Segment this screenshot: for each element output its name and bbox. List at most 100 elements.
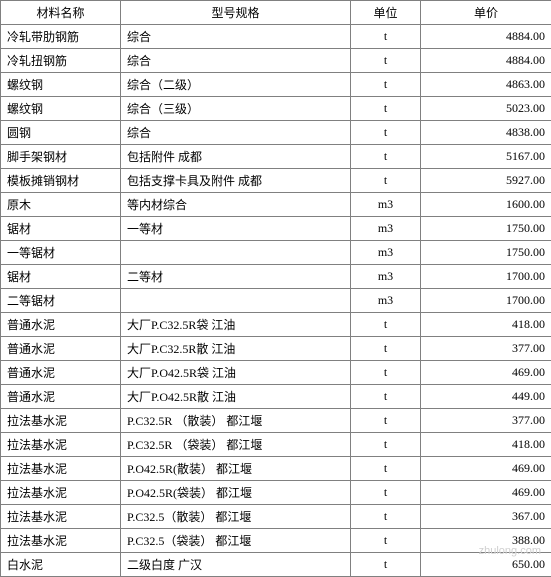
table-cell: 冷轧扭钢筋 — [1, 49, 121, 73]
table-cell: P.C32.5R （散装） 都江堰 — [121, 409, 351, 433]
table-cell: 二级白度 广汉 — [121, 553, 351, 577]
table-cell: 综合 — [121, 121, 351, 145]
table-cell: 等内材综合 — [121, 193, 351, 217]
table-cell: t — [351, 433, 421, 457]
table-row: 锯材二等材m31700.00 — [1, 265, 551, 289]
table-body: 冷轧带肋钢筋综合t4884.00冷轧扭钢筋综合t4884.00螺纹钢综合（二级）… — [1, 25, 551, 577]
table-cell: t — [351, 409, 421, 433]
table-row: 白水泥二级白度 广汉t650.00 — [1, 553, 551, 577]
table-cell: 普通水泥 — [1, 313, 121, 337]
table-header-row: 材料名称 型号规格 单位 单价 — [1, 1, 551, 25]
table-row: 冷轧带肋钢筋综合t4884.00 — [1, 25, 551, 49]
table-row: 拉法基水泥P.O42.5R(袋装） 都江堰t469.00 — [1, 481, 551, 505]
table-cell: t — [351, 145, 421, 169]
table-cell: P.O42.5R(袋装） 都江堰 — [121, 481, 351, 505]
table-cell: t — [351, 49, 421, 73]
table-cell — [121, 289, 351, 313]
table-cell: P.C32.5R （袋装） 都江堰 — [121, 433, 351, 457]
table-cell: 5023.00 — [421, 97, 551, 121]
table-cell: 圆钢 — [1, 121, 121, 145]
table-cell: 综合 — [121, 25, 351, 49]
table-cell: 锯材 — [1, 265, 121, 289]
table-cell: 大厂P.O42.5R散 江油 — [121, 385, 351, 409]
table-cell: t — [351, 97, 421, 121]
table-cell: 拉法基水泥 — [1, 457, 121, 481]
table-cell: 锯材 — [1, 217, 121, 241]
table-cell: 拉法基水泥 — [1, 409, 121, 433]
table-cell: t — [351, 553, 421, 577]
table-row: 模板摊销钢材包括支撑卡具及附件 成都t5927.00 — [1, 169, 551, 193]
table-cell: 388.00 — [421, 529, 551, 553]
table-cell: 1700.00 — [421, 265, 551, 289]
table-cell: 普通水泥 — [1, 361, 121, 385]
col-header-price: 单价 — [421, 1, 551, 25]
table-cell: 449.00 — [421, 385, 551, 409]
table-cell: 包括支撑卡具及附件 成都 — [121, 169, 351, 193]
table-cell: 4838.00 — [421, 121, 551, 145]
table-row: 普通水泥大厂P.C32.5R袋 江油t418.00 — [1, 313, 551, 337]
table-cell: 418.00 — [421, 313, 551, 337]
table-row: 螺纹钢综合（三级）t5023.00 — [1, 97, 551, 121]
table-cell: 大厂P.C32.5R袋 江油 — [121, 313, 351, 337]
table-cell: 418.00 — [421, 433, 551, 457]
table-cell: t — [351, 457, 421, 481]
table-cell: m3 — [351, 241, 421, 265]
table-row: 一等锯材m31750.00 — [1, 241, 551, 265]
table-row: 拉法基水泥P.C32.5R （袋装） 都江堰t418.00 — [1, 433, 551, 457]
table-cell: 650.00 — [421, 553, 551, 577]
table-cell: 二等材 — [121, 265, 351, 289]
table-cell: 469.00 — [421, 457, 551, 481]
table-cell: 4884.00 — [421, 49, 551, 73]
table-cell: 原木 — [1, 193, 121, 217]
table-cell: t — [351, 121, 421, 145]
table-cell: 5927.00 — [421, 169, 551, 193]
table-cell: 5167.00 — [421, 145, 551, 169]
table-cell: 包括附件 成都 — [121, 145, 351, 169]
col-header-name: 材料名称 — [1, 1, 121, 25]
table-cell: 大厂P.C32.5R散 江油 — [121, 337, 351, 361]
table-cell: 4884.00 — [421, 25, 551, 49]
table-cell: 469.00 — [421, 481, 551, 505]
table-cell: 普通水泥 — [1, 337, 121, 361]
table-cell: 脚手架钢材 — [1, 145, 121, 169]
table-row: 拉法基水泥P.O42.5R(散装） 都江堰t469.00 — [1, 457, 551, 481]
table-cell: 模板摊销钢材 — [1, 169, 121, 193]
table-cell: 377.00 — [421, 409, 551, 433]
table-cell: m3 — [351, 289, 421, 313]
table-cell: t — [351, 385, 421, 409]
table-row: 二等锯材m31700.00 — [1, 289, 551, 313]
table-row: 圆钢综合t4838.00 — [1, 121, 551, 145]
table-cell: t — [351, 529, 421, 553]
table-cell: 4863.00 — [421, 73, 551, 97]
table-cell: t — [351, 313, 421, 337]
table-row: 锯材一等材m31750.00 — [1, 217, 551, 241]
table-cell: 螺纹钢 — [1, 73, 121, 97]
table-cell: 二等锯材 — [1, 289, 121, 313]
table-cell: 1600.00 — [421, 193, 551, 217]
table-cell: t — [351, 169, 421, 193]
table-cell: 469.00 — [421, 361, 551, 385]
table-cell: 拉法基水泥 — [1, 529, 121, 553]
table-cell: 拉法基水泥 — [1, 481, 121, 505]
table-cell: m3 — [351, 193, 421, 217]
table-row: 冷轧扭钢筋综合t4884.00 — [1, 49, 551, 73]
col-header-spec: 型号规格 — [121, 1, 351, 25]
table-cell: 一等锯材 — [1, 241, 121, 265]
table-cell: 综合（三级） — [121, 97, 351, 121]
table-cell: 一等材 — [121, 217, 351, 241]
table-row: 原木等内材综合m31600.00 — [1, 193, 551, 217]
materials-table: 材料名称 型号规格 单位 单价 冷轧带肋钢筋综合t4884.00冷轧扭钢筋综合t… — [0, 0, 551, 577]
table-cell: t — [351, 25, 421, 49]
table-cell: t — [351, 73, 421, 97]
table-wrapper: 材料名称 型号规格 单位 单价 冷轧带肋钢筋综合t4884.00冷轧扭钢筋综合t… — [0, 0, 551, 577]
table-cell: t — [351, 337, 421, 361]
table-cell: m3 — [351, 217, 421, 241]
table-row: 脚手架钢材包括附件 成都t5167.00 — [1, 145, 551, 169]
table-cell: P.O42.5R(散装） 都江堰 — [121, 457, 351, 481]
table-cell: P.C32.5（袋装） 都江堰 — [121, 529, 351, 553]
table-cell: 普通水泥 — [1, 385, 121, 409]
table-cell: 大厂P.O42.5R袋 江油 — [121, 361, 351, 385]
table-row: 普通水泥大厂P.O42.5R袋 江油t469.00 — [1, 361, 551, 385]
table-cell: 螺纹钢 — [1, 97, 121, 121]
table-cell — [121, 241, 351, 265]
